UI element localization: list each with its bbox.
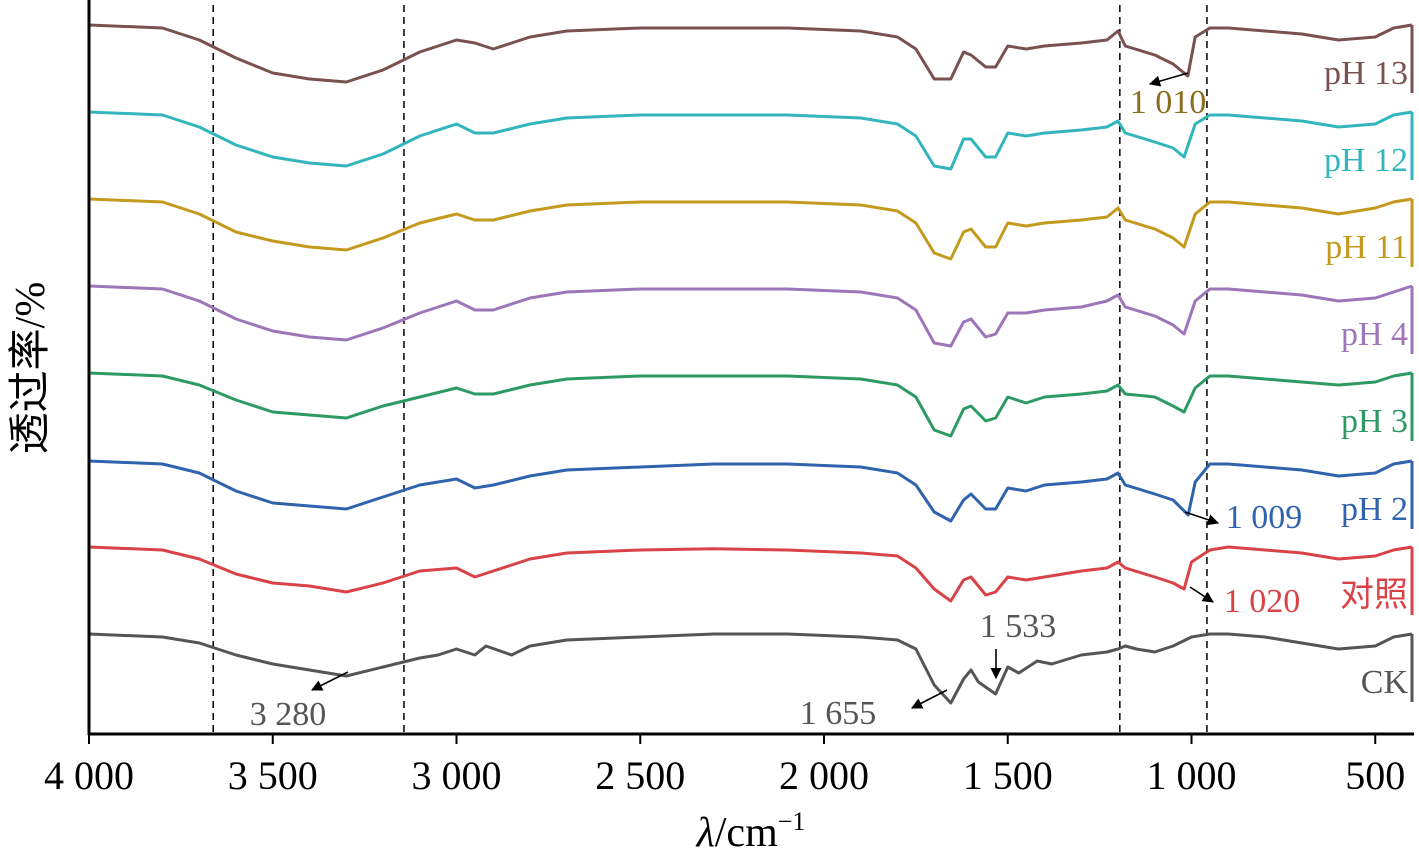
- series-line: [88, 197, 1413, 261]
- series-label: CK: [1361, 664, 1409, 701]
- x-tick-label: 1 000: [1147, 753, 1237, 798]
- annotation-arrow: [1184, 511, 1220, 526]
- annotation-label: 1 533: [980, 608, 1057, 645]
- annotation-label: 1 009: [1226, 499, 1303, 536]
- series-label: pH 12: [1324, 142, 1408, 179]
- series-label: pH 2: [1341, 491, 1408, 528]
- y-axis-title: 透过率/%: [7, 282, 54, 455]
- series-line: [88, 284, 1413, 348]
- annotation-label: 3 280: [250, 696, 327, 733]
- series-label: pH 3: [1341, 403, 1408, 440]
- annotation-arrow: [1189, 586, 1214, 603]
- x-tick-label: 2 000: [779, 753, 869, 798]
- annotation-arrow: [310, 671, 349, 691]
- x-axis-title-unit: /cm: [715, 810, 778, 855]
- series-label: pH 4: [1341, 316, 1408, 353]
- series-line: [88, 371, 1413, 438]
- x-tick-label: 500: [1345, 753, 1405, 798]
- series-lines: [88, 23, 1414, 705]
- annotation-label: 1 010: [1130, 84, 1207, 121]
- annotation-label: 1 020: [1224, 583, 1301, 620]
- series-labels: CK 对照 pH 2 pH 3 pH 4 pH 11 pH 12 pH 13: [1324, 55, 1409, 701]
- series-line: [88, 459, 1413, 523]
- annotation-label: 1 655: [800, 695, 877, 732]
- x-axis-title-sup: −1: [778, 807, 806, 836]
- x-ticks: 4 000 3 500 3 000 2 500 2 000 1 500 1 000 500: [44, 734, 1405, 798]
- x-tick-label: 3 500: [228, 753, 318, 798]
- series-label: pH 11: [1325, 229, 1408, 266]
- x-axis-title-symbol: λ: [695, 810, 715, 855]
- x-axis-title: λ/cm−1: [695, 807, 806, 855]
- x-tick-label: 1 500: [963, 753, 1053, 798]
- series-line: [88, 545, 1413, 603]
- series-label: 对照: [1340, 576, 1408, 614]
- series-line: [88, 632, 1413, 705]
- series-line: [88, 23, 1413, 84]
- annotation-arrow: [911, 689, 948, 709]
- x-tick-label: 4 000: [44, 753, 134, 798]
- annotation-arrow: [1148, 72, 1189, 87]
- series-label: pH 13: [1324, 55, 1408, 92]
- series-line: [88, 110, 1413, 171]
- annotations: 3 280 1 655 1 533 1 020 1 009 1 010: [250, 72, 1303, 733]
- axes: [87, 0, 1414, 736]
- x-tick-label: 3 000: [412, 753, 502, 798]
- x-tick-label: 2 500: [595, 753, 685, 798]
